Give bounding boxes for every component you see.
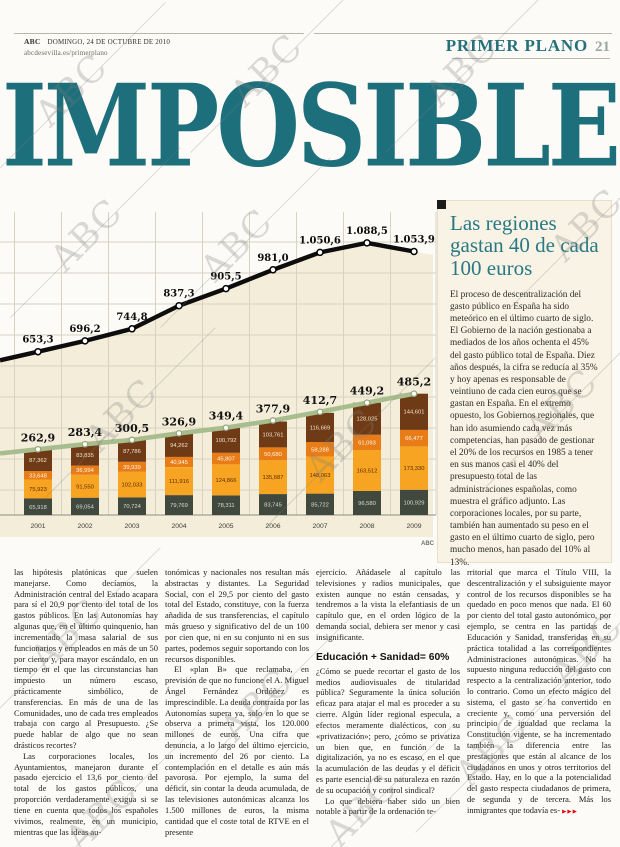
svg-text:36,994: 36,994: [76, 468, 95, 474]
svg-text:50,680: 50,680: [264, 452, 282, 458]
svg-text:2003: 2003: [124, 523, 139, 530]
svg-text:116,669: 116,669: [310, 425, 331, 431]
svg-text:2006: 2006: [265, 523, 280, 530]
svg-text:485,2: 485,2: [397, 376, 431, 389]
sidebar-panel: Las regiones gastan 40 de cada 100 euros…: [437, 200, 612, 568]
paragraph: Las corporaciones locales, los Ayuntamie…: [14, 750, 158, 837]
svg-text:78,311: 78,311: [217, 503, 234, 509]
svg-text:905,5: 905,5: [210, 272, 241, 283]
svg-text:148,063: 148,063: [310, 473, 331, 479]
svg-text:103,761: 103,761: [263, 433, 284, 439]
top-rule-left: [14, 33, 304, 34]
svg-text:83,745: 83,745: [264, 503, 282, 509]
svg-text:58,288: 58,288: [311, 447, 329, 453]
paragraph: las hipótesis platónicas que suelen mane…: [14, 567, 158, 750]
page-number: 21: [595, 39, 610, 55]
svg-text:111,916: 111,916: [169, 479, 189, 485]
svg-text:696,2: 696,2: [69, 324, 100, 335]
article-column-4: rritorial que marca el Título VIII, la d…: [467, 567, 611, 845]
svg-text:69,054: 69,054: [76, 504, 95, 510]
section-rule: [452, 58, 610, 59]
svg-text:79,769: 79,769: [170, 503, 188, 509]
paragraph: El «plan B» que reclamaba, en previsión …: [165, 664, 309, 837]
brand-logo: ABC: [24, 37, 41, 46]
article-column-3: ejercicio. Añádasele al capítulo las tel…: [316, 567, 460, 845]
section-title: PRIMER PLANO: [445, 36, 588, 55]
top-rule-right: [314, 33, 612, 34]
svg-text:300,5: 300,5: [115, 422, 149, 435]
svg-text:91,550: 91,550: [76, 484, 94, 490]
spending-chart: 65,918 75,923 33,648 87,362 2001 69,054 91,550…: [0, 200, 437, 547]
sidebar-body: El proceso de descentralización del gast…: [450, 289, 598, 568]
svg-text:96,580: 96,580: [358, 501, 376, 507]
svg-text:87,362: 87,362: [29, 458, 47, 464]
svg-text:1.088,5: 1.088,5: [346, 226, 388, 237]
svg-text:39,939: 39,939: [123, 465, 141, 471]
svg-text:75,923: 75,923: [29, 487, 47, 493]
header-url: abcdesevilla.es/primerplano: [24, 48, 108, 57]
sidebar-title: Las regiones gastan 40 de cada 100 euros: [450, 211, 599, 280]
masthead: ABC DOMINGO, 24 DE OCTUBRE DE 2010 abcdes…: [24, 37, 170, 57]
svg-text:45,807: 45,807: [217, 457, 235, 463]
svg-text:135,687: 135,687: [263, 475, 284, 481]
sidebar-corner-square: [437, 200, 446, 209]
svg-text:100,792: 100,792: [216, 438, 237, 444]
paragraph: rritorial que marca el Título VIII, la d…: [467, 567, 611, 816]
svg-text:326,9: 326,9: [162, 415, 196, 428]
svg-text:283,4: 283,4: [68, 426, 103, 439]
svg-text:744,8: 744,8: [116, 312, 147, 323]
svg-text:2001: 2001: [30, 523, 45, 530]
svg-text:2007: 2007: [312, 523, 327, 530]
section-header: PRIMER PLANO 21: [446, 36, 610, 56]
svg-text:128,025: 128,025: [357, 417, 378, 423]
svg-text:262,9: 262,9: [21, 431, 55, 444]
svg-text:65,918: 65,918: [29, 505, 47, 511]
svg-text:2009: 2009: [406, 523, 421, 530]
svg-text:83,835: 83,835: [76, 453, 94, 459]
article-body: las hipótesis platónicas que suelen mane…: [14, 567, 612, 845]
svg-text:40,945: 40,945: [170, 460, 188, 466]
svg-text:ABC: ABC: [421, 541, 435, 547]
continuation-arrows-icon: ▶▶▶: [562, 808, 578, 815]
svg-text:87,786: 87,786: [123, 449, 141, 455]
svg-text:449,2: 449,2: [350, 385, 384, 398]
article-column-2: tonómicas y nacionales nos resultan más …: [165, 567, 309, 845]
svg-text:1.053,9: 1.053,9: [393, 235, 435, 246]
svg-text:837,3: 837,3: [163, 289, 194, 300]
paragraph: tonómicas y nacionales nos resultan más …: [165, 567, 309, 664]
svg-text:102,033: 102,033: [122, 483, 143, 489]
svg-text:377,9: 377,9: [256, 403, 290, 416]
svg-text:33,648: 33,648: [29, 473, 47, 479]
svg-text:173,330: 173,330: [404, 466, 425, 472]
svg-text:2008: 2008: [359, 523, 374, 530]
svg-text:2002: 2002: [77, 523, 92, 530]
paragraph-text: rritorial que marca el Título VIII, la d…: [467, 567, 611, 815]
svg-text:2004: 2004: [171, 523, 186, 530]
svg-text:349,4: 349,4: [209, 410, 244, 423]
article-column-1: las hipótesis platónicas que suelen mane…: [14, 567, 158, 845]
svg-text:94,262: 94,262: [170, 443, 188, 449]
header-date: DOMINGO, 24 DE OCTUBRE DE 2010: [47, 38, 171, 46]
svg-text:2005: 2005: [218, 523, 233, 530]
article-subheading: Educación + Sanidad= 60%: [316, 651, 450, 663]
svg-text:61,093: 61,093: [358, 440, 376, 446]
svg-text:70,724: 70,724: [123, 504, 142, 510]
paragraph: ¿Cómo se puede recortar el gasto de los …: [316, 665, 460, 795]
svg-text:144,601: 144,601: [404, 410, 425, 416]
svg-text:653,3: 653,3: [22, 335, 53, 346]
svg-text:981,0: 981,0: [257, 253, 288, 264]
svg-text:100,929: 100,929: [404, 500, 425, 506]
svg-text:66,477: 66,477: [405, 436, 423, 442]
svg-text:163,512: 163,512: [357, 468, 378, 474]
svg-text:412,7: 412,7: [303, 394, 337, 407]
svg-text:124,866: 124,866: [216, 478, 237, 484]
svg-text:1.050,6: 1.050,6: [299, 235, 341, 246]
headline: IMPOSIBLE: [1, 59, 620, 193]
paragraph: Lo que debiera haber sido un bien notabl…: [316, 795, 460, 817]
svg-text:85,722: 85,722: [311, 502, 329, 508]
paragraph: ejercicio. Añádasele al capítulo las tel…: [316, 567, 460, 642]
